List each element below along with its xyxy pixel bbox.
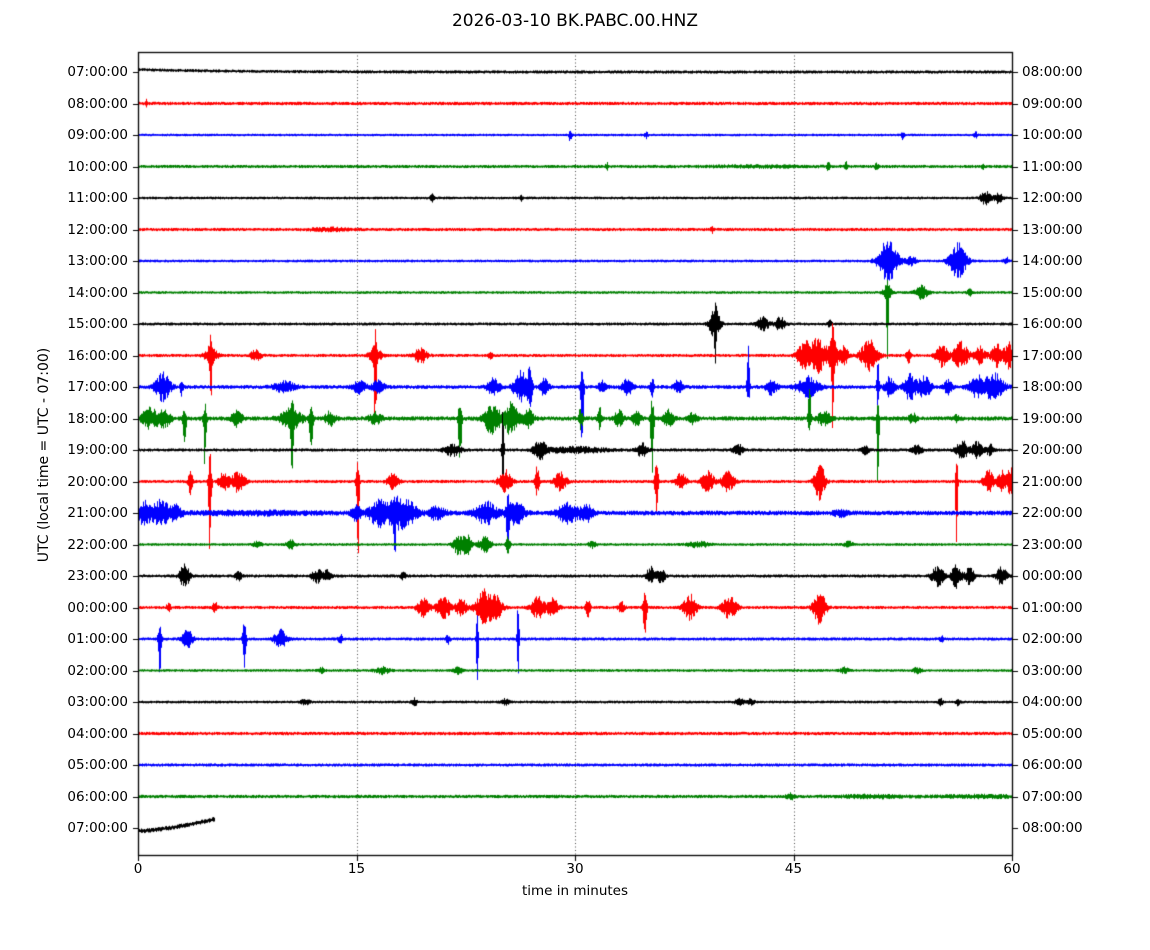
utc-time-label-right-6: 14:00:00 [1022,253,1083,269]
utc-time-label-right-14: 22:00:00 [1022,505,1083,521]
utc-time-label-right-2: 10:00:00 [1022,127,1083,143]
utc-time-label-right-23: 07:00:00 [1022,788,1083,805]
utc-time-label-left-20: 03:00:00 [67,694,128,710]
utc-time-label-left-7: 14:00:00 [67,284,128,301]
x-axis-label: time in minutes [521,883,629,899]
utc-time-label-right-13: 21:00:00 [1022,473,1083,490]
utc-time-label-right-18: 02:00:00 [1022,631,1083,647]
utc-time-label-right-16: 00:00:00 [1022,568,1083,584]
utc-time-label-right-1: 09:00:00 [1022,95,1083,112]
x-tick-label-0: 0 [133,861,143,877]
utc-time-label-right-22: 06:00:00 [1022,757,1083,773]
x-tick-label-15: 15 [347,861,366,877]
utc-time-label-left-14: 21:00:00 [67,505,128,521]
utc-time-label-left-15: 22:00:00 [67,536,128,553]
utc-time-label-left-0: 07:00:00 [67,64,128,80]
utc-time-label-left-23: 06:00:00 [67,788,128,805]
utc-time-label-left-22: 05:00:00 [67,757,128,773]
utc-time-label-left-2: 09:00:00 [67,127,128,143]
utc-time-label-right-20: 04:00:00 [1022,694,1083,710]
utc-time-label-right-17: 01:00:00 [1022,599,1083,616]
utc-time-label-right-10: 18:00:00 [1022,379,1083,395]
utc-time-label-right-11: 19:00:00 [1022,410,1083,427]
utc-time-label-left-4: 11:00:00 [67,190,128,206]
utc-time-label-right-12: 20:00:00 [1022,442,1083,458]
x-tick-label-60: 60 [1003,861,1021,877]
utc-time-label-left-17: 00:00:00 [67,599,128,616]
utc-time-label-left-8: 15:00:00 [67,316,128,332]
utc-time-label-left-18: 01:00:00 [67,631,128,647]
utc-time-label-left-10: 17:00:00 [67,379,128,395]
utc-time-label-left-24: 07:00:00 [67,820,128,836]
utc-time-label-left-21: 04:00:00 [67,725,128,742]
utc-time-label-left-9: 16:00:00 [67,347,128,364]
utc-time-label-left-6: 13:00:00 [67,253,128,269]
utc-time-label-left-11: 18:00:00 [67,410,128,427]
utc-time-label-right-9: 17:00:00 [1022,347,1083,364]
utc-time-label-right-15: 23:00:00 [1022,536,1083,553]
utc-time-label-left-19: 02:00:00 [67,662,128,679]
utc-time-label-right-8: 16:00:00 [1022,316,1083,332]
utc-time-label-right-21: 05:00:00 [1022,725,1083,742]
x-tick-label-30: 30 [566,861,584,877]
utc-time-label-right-24: 08:00:00 [1022,820,1083,836]
utc-time-label-right-3: 11:00:00 [1022,158,1083,175]
utc-time-label-left-16: 23:00:00 [67,568,128,584]
utc-time-label-left-13: 20:00:00 [67,473,128,490]
utc-time-label-left-12: 19:00:00 [67,442,128,458]
plot-title: 2026-03-10 BK.PABC.00.HNZ [451,11,699,31]
utc-time-label-right-19: 03:00:00 [1022,662,1083,679]
y-axis-label: UTC (local time = UTC - 07:00) [36,347,52,563]
utc-time-label-left-5: 12:00:00 [67,221,128,238]
utc-time-label-right-7: 15:00:00 [1022,284,1083,301]
utc-time-label-left-1: 08:00:00 [67,95,128,112]
utc-time-label-right-5: 13:00:00 [1022,221,1083,238]
utc-time-label-left-3: 10:00:00 [67,158,128,175]
x-tick-label-45: 45 [784,861,803,877]
utc-time-label-right-0: 08:00:00 [1022,64,1083,80]
utc-time-label-right-4: 12:00:00 [1022,190,1083,206]
